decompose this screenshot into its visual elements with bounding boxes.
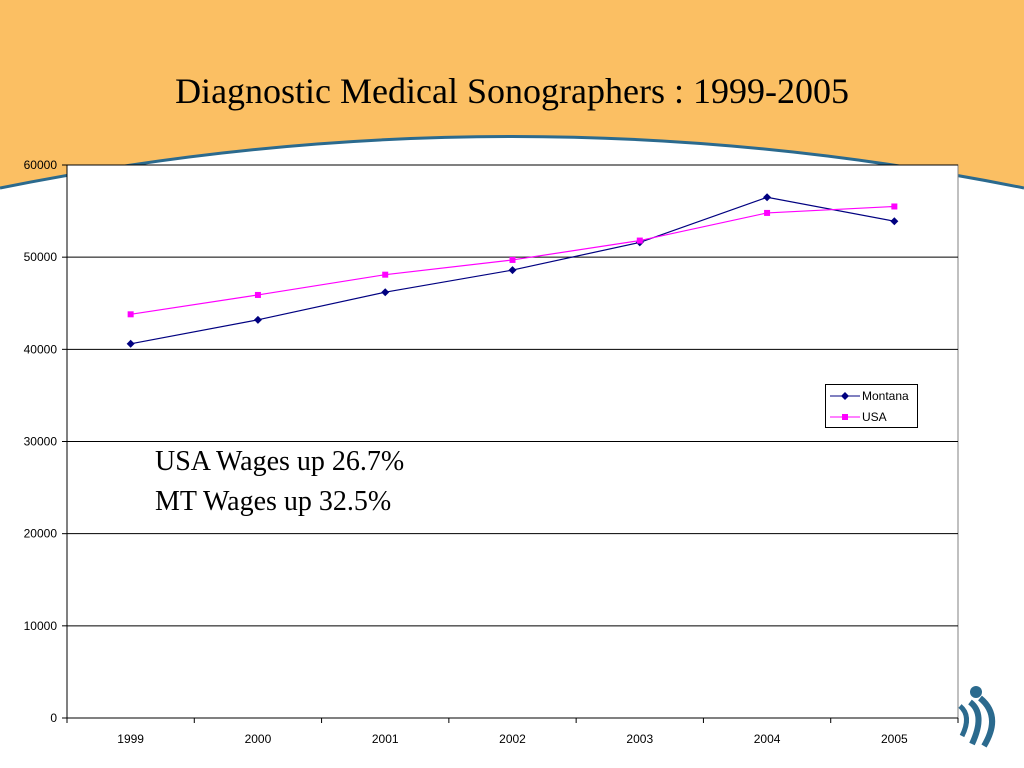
annotation-mt-wages: MT Wages up 32.5% xyxy=(155,486,392,517)
data-point-montana xyxy=(381,288,390,297)
annotation-usa-wages: USA Wages up 26.7% xyxy=(155,446,405,477)
legend-label-montana: Montana xyxy=(862,389,909,403)
x-tick-label: 2001 xyxy=(372,732,399,746)
x-tick-label: 1999 xyxy=(117,732,144,746)
header-band xyxy=(0,0,1024,188)
header-arc-line xyxy=(0,135,1024,190)
data-point-montana xyxy=(253,315,262,324)
x-tick-label: 2005 xyxy=(881,732,908,746)
x-tick-label: 2002 xyxy=(499,732,526,746)
data-point-montana xyxy=(763,193,772,202)
slide-title: Diagnostic Medical Sonographers : 1999-2… xyxy=(175,71,849,111)
x-tick-label: 2000 xyxy=(245,732,272,746)
y-tick-label: 30000 xyxy=(24,435,58,449)
logo-icon xyxy=(958,686,995,748)
x-tick-label: 2004 xyxy=(754,732,781,746)
legend-item-usa: USA xyxy=(830,408,887,426)
montana-legend-marker xyxy=(830,392,860,400)
data-point-usa xyxy=(382,271,389,278)
usa-legend-marker xyxy=(830,414,860,420)
data-point-usa xyxy=(127,311,134,318)
data-point-montana xyxy=(126,339,135,348)
y-tick-label: 40000 xyxy=(24,342,58,356)
data-point-usa xyxy=(891,203,898,210)
data-point-usa xyxy=(636,237,643,244)
y-tick-label: 10000 xyxy=(24,619,58,633)
y-tick-label: 60000 xyxy=(24,158,58,172)
y-tick-label: 0 xyxy=(50,711,57,725)
data-point-montana xyxy=(508,266,517,275)
x-tick-label: 2003 xyxy=(626,732,653,746)
legend-item-montana: Montana xyxy=(830,387,909,405)
data-point-usa xyxy=(509,256,516,263)
gridlines xyxy=(67,164,958,627)
data-point-usa xyxy=(254,291,261,298)
legend-label-usa: USA xyxy=(862,410,887,424)
y-tick-label: 20000 xyxy=(24,527,58,541)
chart-legend: Montana USA xyxy=(825,384,918,428)
axes: 0 10000 20000 30000 40000 50000 60000 1999 2000 2… xyxy=(24,158,959,746)
data-point-montana xyxy=(890,217,899,226)
series xyxy=(126,193,899,348)
data-point-usa xyxy=(764,209,771,216)
y-tick-label: 50000 xyxy=(24,250,58,264)
